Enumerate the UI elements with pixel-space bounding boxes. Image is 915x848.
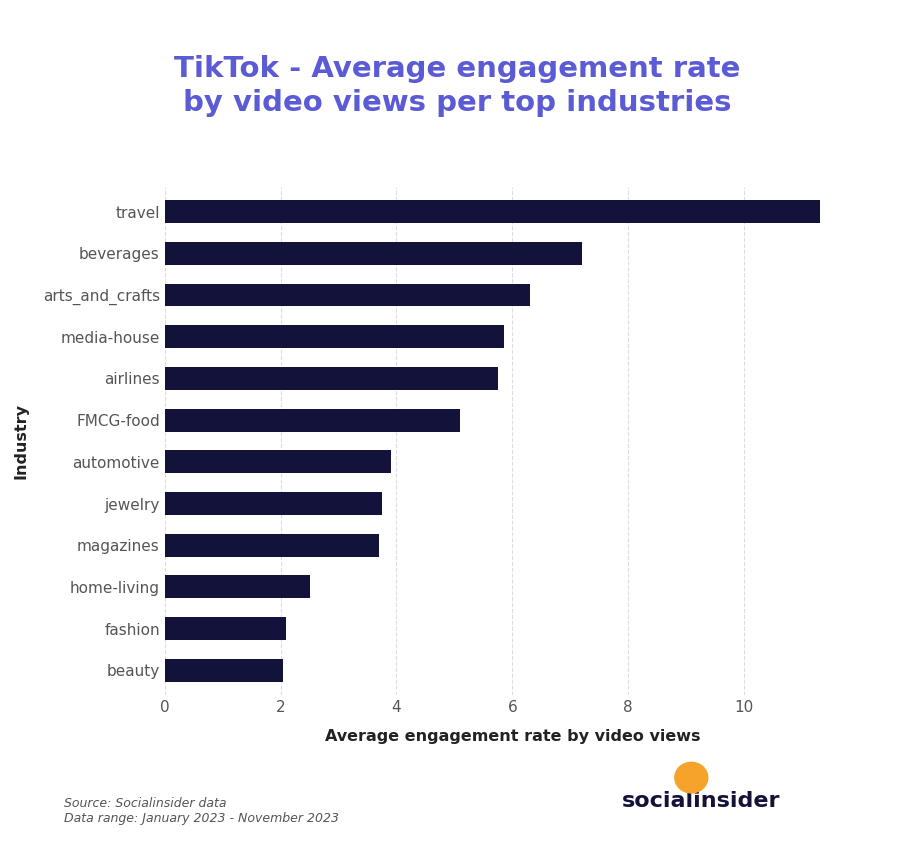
Bar — [165, 533, 379, 556]
Bar — [165, 326, 503, 349]
Bar — [165, 367, 498, 390]
Bar — [165, 659, 284, 682]
Bar — [165, 492, 382, 515]
Bar — [165, 617, 286, 640]
Bar — [165, 409, 460, 432]
Text: socialinsider: socialinsider — [622, 791, 780, 812]
Bar — [165, 242, 582, 265]
Text: Source: Socialinsider data
Data range: January 2023 - November 2023: Source: Socialinsider data Data range: J… — [64, 797, 339, 825]
Bar — [165, 200, 820, 223]
Y-axis label: Industry: Industry — [14, 403, 29, 479]
Bar — [165, 283, 530, 306]
Bar — [165, 576, 309, 599]
Bar — [165, 450, 391, 473]
Text: TikTok - Average engagement rate: TikTok - Average engagement rate — [175, 55, 740, 83]
Text: by video views per top industries: by video views per top industries — [183, 89, 732, 117]
X-axis label: Average engagement rate by video views: Average engagement rate by video views — [325, 729, 700, 744]
